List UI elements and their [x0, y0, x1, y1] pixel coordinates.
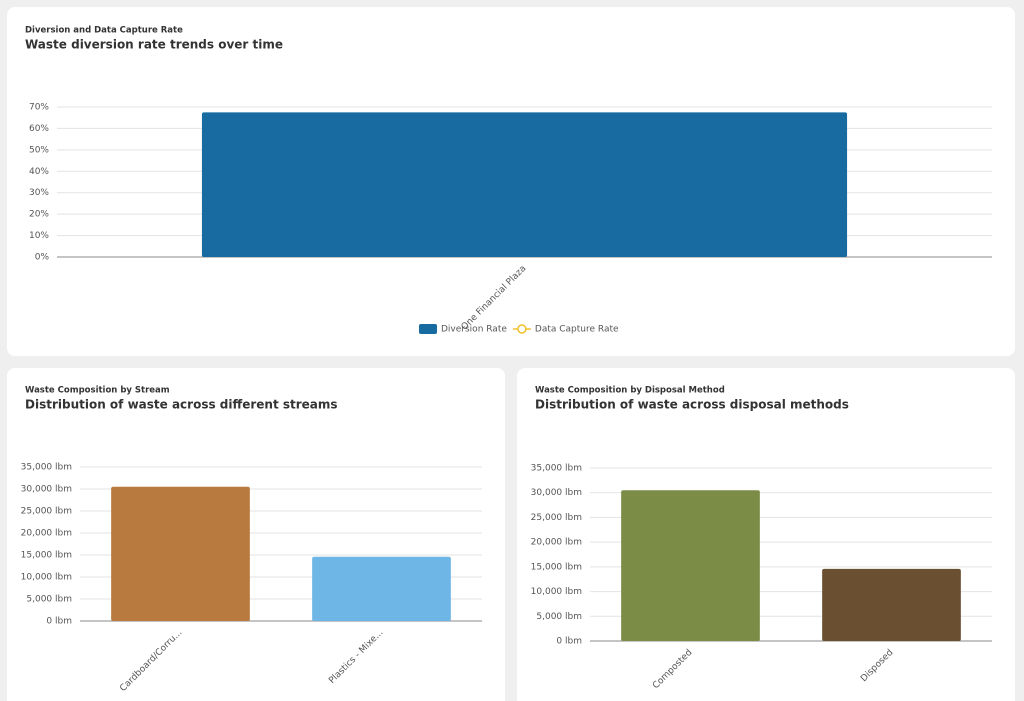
- y-tick-label: 10,000 lbm: [21, 573, 72, 583]
- chart-title: Waste Composition by Stream: [25, 386, 170, 396]
- bar: [111, 486, 250, 621]
- y-tick-label: 0 lbm: [46, 617, 72, 627]
- y-tick-label: 40%: [29, 167, 49, 177]
- y-tick-label: 25,000 lbm: [531, 513, 582, 523]
- y-tick-label: 30,000 lbm: [21, 485, 72, 495]
- y-tick-label: 0%: [35, 253, 50, 263]
- y-tick-label: 60%: [29, 124, 49, 134]
- chart-subtitle: Distribution of waste across different s…: [25, 398, 338, 412]
- legend-label: Data Capture Rate: [535, 325, 619, 335]
- y-tick-label: 0 lbm: [556, 637, 582, 647]
- bar: [822, 568, 961, 641]
- y-tick-label: 30%: [29, 188, 49, 198]
- y-tick-label: 10,000 lbm: [531, 587, 582, 597]
- y-tick-label: 50%: [29, 145, 49, 155]
- legend-swatch: [517, 324, 527, 334]
- chart-subtitle: Waste diversion rate trends over time: [25, 38, 283, 52]
- bar: [621, 490, 760, 641]
- y-tick-label: 5,000 lbm: [26, 595, 72, 605]
- legend-swatch: [419, 324, 437, 334]
- y-tick-label: 10%: [29, 231, 49, 241]
- y-tick-label: 70%: [29, 103, 49, 113]
- legend-label: Diversion Rate: [441, 325, 507, 335]
- y-tick-label: 35,000 lbm: [21, 463, 72, 473]
- card: [517, 368, 1015, 701]
- card: [7, 368, 505, 701]
- chart-subtitle: Distribution of waste across disposal me…: [535, 398, 849, 412]
- y-tick-label: 30,000 lbm: [531, 488, 582, 498]
- chart-title: Waste Composition by Disposal Method: [535, 386, 725, 396]
- y-tick-label: 25,000 lbm: [21, 507, 72, 517]
- y-tick-label: 5,000 lbm: [536, 612, 582, 622]
- y-tick-label: 15,000 lbm: [531, 562, 582, 572]
- y-tick-label: 20%: [29, 210, 49, 220]
- y-tick-label: 15,000 lbm: [21, 551, 72, 561]
- bar: [201, 112, 848, 257]
- chart-title: Diversion and Data Capture Rate: [25, 26, 183, 36]
- bar: [312, 556, 451, 621]
- y-tick-label: 35,000 lbm: [531, 464, 582, 474]
- y-tick-label: 20,000 lbm: [531, 538, 582, 548]
- y-tick-label: 20,000 lbm: [21, 529, 72, 539]
